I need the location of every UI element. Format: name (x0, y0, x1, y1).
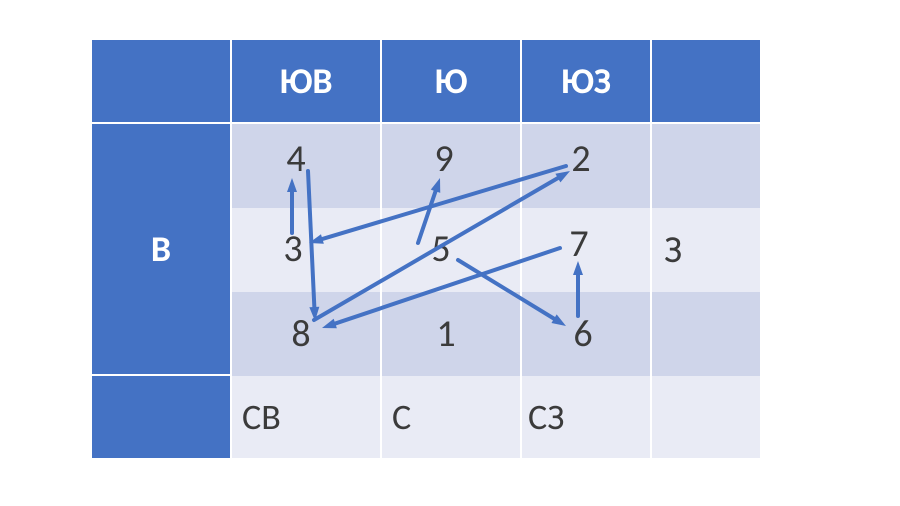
footer-nw: СЗ (521, 375, 651, 459)
num-7: 7 (569, 221, 588, 267)
num-6: 6 (573, 311, 592, 357)
header-se: ЮВ (231, 39, 381, 123)
east-col: З (651, 123, 761, 375)
footer-n: С (381, 375, 521, 459)
side-east: В (91, 123, 231, 375)
east-label: З (664, 227, 682, 273)
header-row: ЮВ Ю ЮЗ (91, 39, 761, 123)
num-2: 2 (571, 136, 590, 182)
num-8: 8 (291, 311, 310, 357)
footer-blank-right (651, 375, 761, 459)
diagram-stage: ЮВ Ю ЮЗ В З (0, 0, 900, 506)
header-blank-right (651, 39, 761, 123)
footer-blank-left (91, 375, 231, 459)
footer-row: СВ С СЗ (91, 375, 761, 459)
footer-ne: СВ (231, 375, 381, 459)
num-9: 9 (434, 136, 453, 182)
num-3: 3 (283, 226, 302, 272)
header-sw: ЮЗ (521, 39, 651, 123)
header-s: Ю (381, 39, 521, 123)
body-row: В З (91, 123, 761, 375)
num-4: 4 (286, 136, 305, 182)
num-1: 1 (436, 311, 455, 357)
direction-table: ЮВ Ю ЮЗ В З (90, 38, 762, 460)
header-blank-left (91, 39, 231, 123)
num-5: 5 (431, 226, 450, 272)
